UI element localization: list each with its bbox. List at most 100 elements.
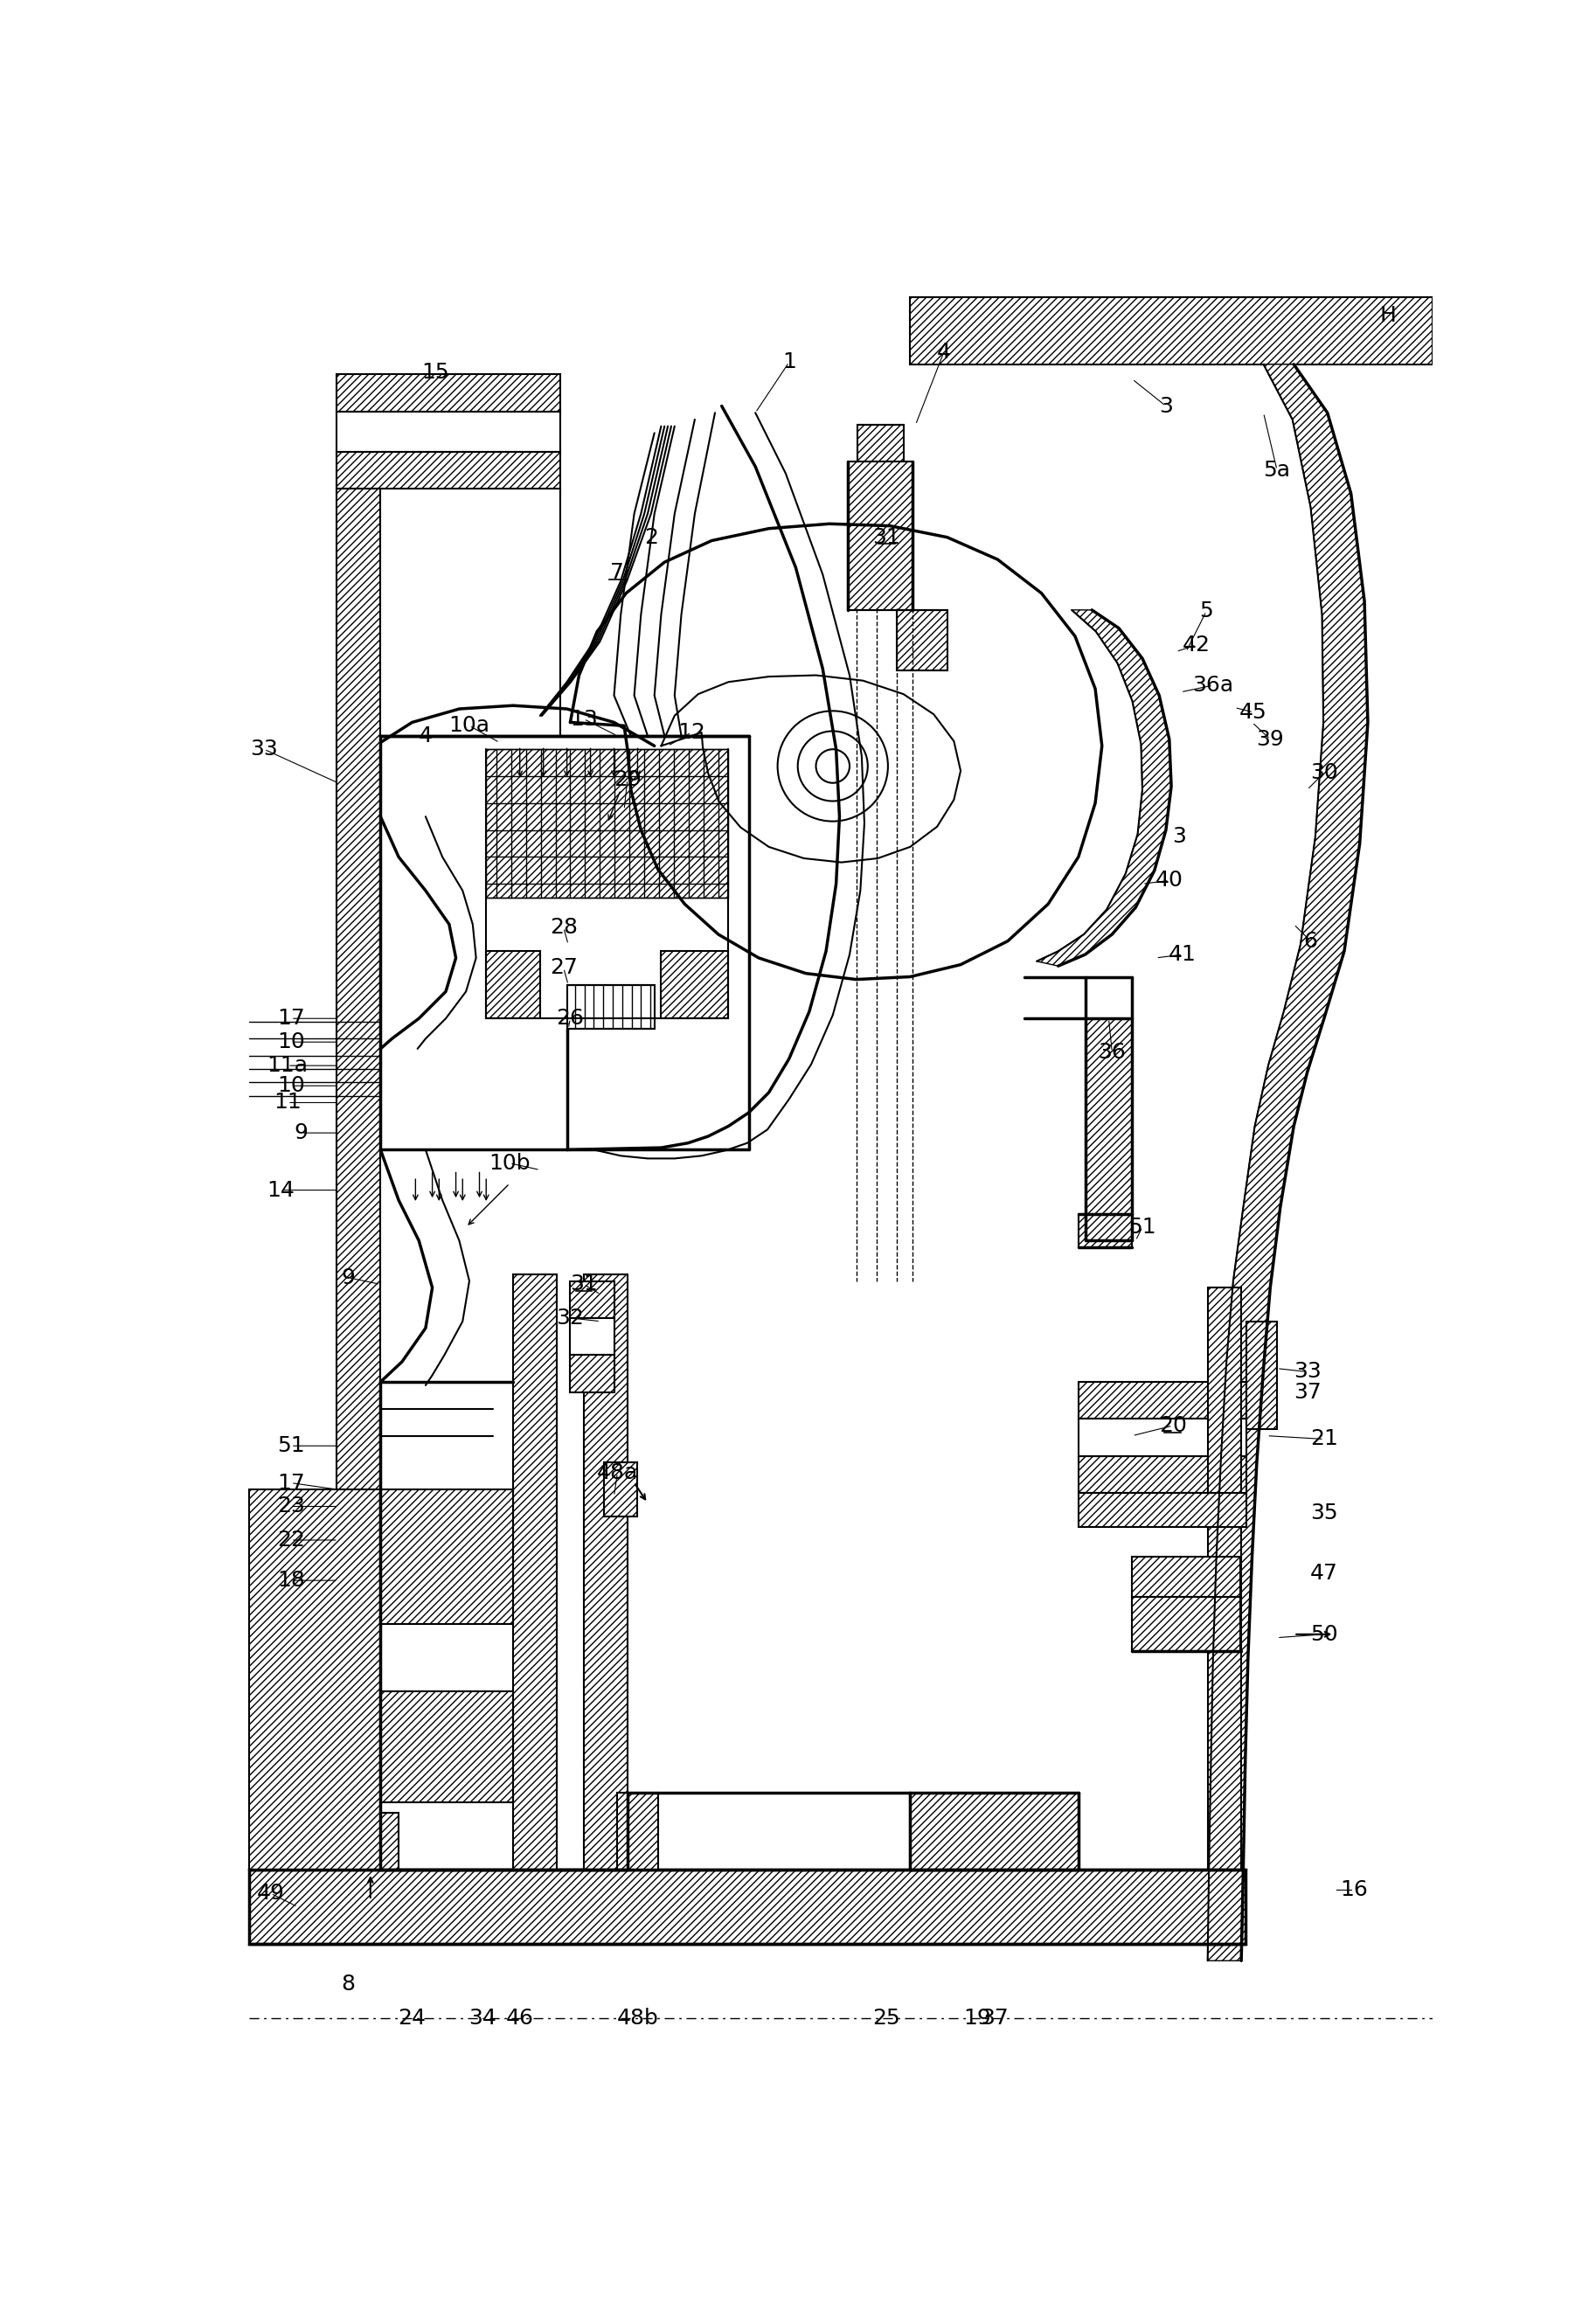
Bar: [337, 452, 560, 489]
Text: 14: 14: [267, 1180, 295, 1201]
Bar: [358, 1813, 399, 1871]
Bar: [1246, 1321, 1277, 1428]
Text: 26: 26: [557, 1008, 584, 1029]
Text: 36a: 36a: [1192, 675, 1234, 695]
Bar: [380, 1692, 512, 1803]
Bar: [847, 461, 913, 610]
Text: 5: 5: [1200, 600, 1213, 621]
Text: 31: 31: [570, 1275, 597, 1296]
Bar: [337, 376, 560, 410]
Text: 51: 51: [278, 1435, 305, 1456]
Text: 39: 39: [1256, 728, 1285, 749]
Polygon shape: [1037, 610, 1171, 967]
Text: 11: 11: [275, 1092, 302, 1113]
Text: 31: 31: [873, 526, 900, 547]
Text: 16: 16: [1341, 1880, 1368, 1901]
Text: 49: 49: [257, 1882, 284, 1903]
Bar: [910, 1792, 1079, 1871]
Bar: [337, 410, 560, 452]
Text: 17: 17: [278, 1008, 305, 1029]
Bar: [661, 950, 728, 1018]
Bar: [570, 1356, 614, 1393]
Bar: [1085, 1018, 1132, 1240]
Text: 45: 45: [1240, 702, 1267, 723]
Text: 12: 12: [677, 721, 705, 744]
Bar: [567, 985, 654, 1029]
Text: 36: 36: [1098, 1041, 1127, 1062]
Text: 19: 19: [964, 2007, 991, 2028]
Text: 10: 10: [278, 1076, 305, 1096]
Text: 48b: 48b: [616, 2007, 659, 2028]
Text: 10a: 10a: [448, 716, 490, 737]
Text: 25: 25: [873, 2007, 900, 2028]
Bar: [603, 1463, 637, 1516]
Bar: [857, 424, 903, 461]
Text: 3: 3: [1159, 396, 1173, 417]
Text: 10: 10: [278, 1032, 305, 1052]
Text: 28: 28: [549, 918, 578, 939]
Bar: [1208, 1289, 1242, 1894]
Text: 29: 29: [613, 770, 642, 790]
Bar: [512, 1275, 557, 1871]
Bar: [1132, 1558, 1240, 1597]
Bar: [570, 1319, 614, 1356]
Text: H: H: [1381, 304, 1396, 325]
Text: 24: 24: [397, 2007, 426, 2028]
Text: 9: 9: [342, 1268, 356, 1289]
Text: 27: 27: [549, 957, 578, 978]
Bar: [249, 1871, 1245, 1945]
Text: 20: 20: [1159, 1416, 1186, 1437]
Text: 23: 23: [278, 1495, 305, 1516]
Text: 48a: 48a: [597, 1463, 638, 1484]
Text: 5a: 5a: [1264, 459, 1291, 480]
Text: 22: 22: [278, 1530, 305, 1551]
Bar: [1079, 1215, 1132, 1247]
Text: 1: 1: [782, 352, 796, 373]
Bar: [487, 749, 728, 897]
Text: 33: 33: [1293, 1361, 1321, 1382]
Bar: [249, 1490, 380, 1871]
Bar: [380, 1490, 512, 1625]
Text: 18: 18: [278, 1569, 305, 1590]
Text: 15: 15: [421, 362, 450, 382]
Bar: [570, 1282, 614, 1319]
Text: 51: 51: [1128, 1217, 1156, 1238]
Text: 37: 37: [980, 2007, 1009, 2028]
Text: 30: 30: [1310, 763, 1337, 783]
Text: 17: 17: [278, 1472, 305, 1493]
Text: 8: 8: [342, 1975, 356, 1996]
Text: 32: 32: [557, 1307, 584, 1328]
Bar: [1132, 1597, 1240, 1650]
Bar: [1079, 1382, 1246, 1419]
Text: 11a: 11a: [267, 1055, 308, 1076]
Bar: [337, 489, 380, 1868]
Text: 46: 46: [506, 2007, 533, 2028]
Bar: [487, 950, 539, 1018]
Text: 4: 4: [937, 341, 951, 362]
Text: 7: 7: [610, 563, 624, 584]
Bar: [1079, 1456, 1246, 1493]
Text: 9: 9: [294, 1122, 308, 1143]
Text: 6: 6: [1304, 930, 1318, 953]
Text: 10b: 10b: [488, 1152, 530, 1173]
Text: 21: 21: [1310, 1428, 1337, 1449]
Text: 37: 37: [1293, 1382, 1321, 1402]
Text: 34: 34: [469, 2007, 496, 2028]
Bar: [897, 610, 946, 670]
Text: 40: 40: [1156, 869, 1183, 890]
Text: 13: 13: [570, 709, 597, 730]
Bar: [618, 1792, 658, 1871]
Text: 2: 2: [645, 526, 658, 547]
Bar: [1079, 1493, 1246, 1528]
Text: 33: 33: [251, 739, 278, 760]
Text: 41: 41: [1168, 943, 1197, 964]
Text: 42: 42: [1183, 635, 1210, 656]
Text: 50: 50: [1310, 1625, 1337, 1646]
Text: 35: 35: [1310, 1502, 1337, 1523]
Text: 4: 4: [418, 726, 433, 746]
Bar: [910, 297, 1432, 364]
Bar: [1079, 1419, 1246, 1456]
Text: 47: 47: [1310, 1562, 1337, 1583]
Polygon shape: [1208, 364, 1368, 1961]
Bar: [584, 1275, 627, 1871]
